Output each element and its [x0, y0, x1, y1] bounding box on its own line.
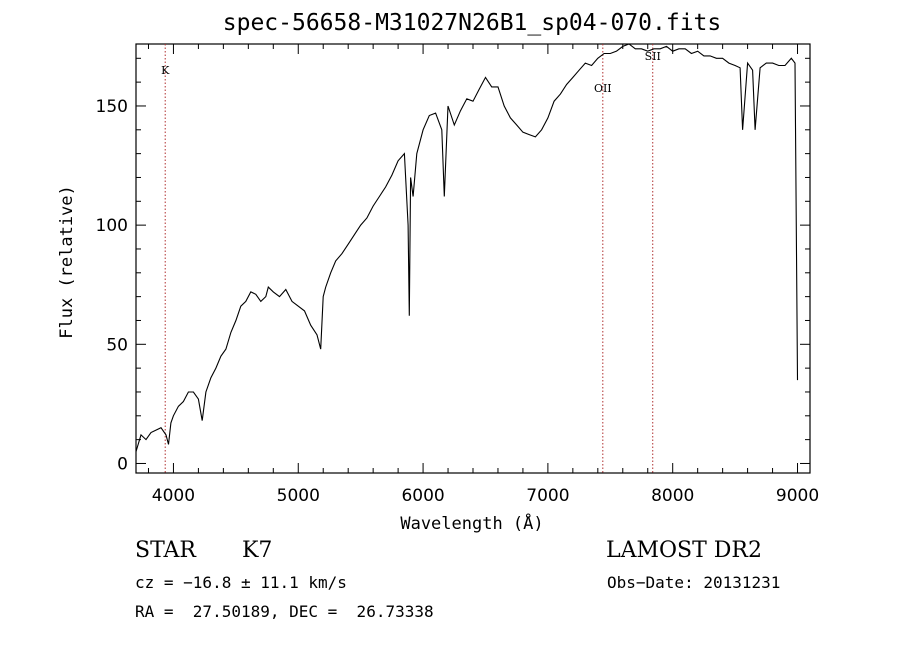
- y-tick-label: 100: [96, 216, 128, 236]
- spectrum-line: [135, 43, 799, 452]
- y-tick-label: 50: [106, 335, 128, 355]
- line-marker-label: OII: [594, 82, 612, 95]
- x-axis: 4000 5000 6000 7000 8000 9000: [147, 44, 819, 506]
- y-axis: 0 50 100 150: [96, 57, 810, 474]
- x-axis-label: Wavelength (Å): [400, 512, 543, 534]
- line-marker-label: K: [161, 64, 170, 77]
- object-class: STAR: [135, 538, 196, 563]
- coordinates-line: RA = 27.50189, DEC = 26.73338: [135, 602, 434, 621]
- plot-area: K OII SII: [135, 43, 811, 474]
- y-tick-label: 150: [96, 97, 128, 117]
- redshift-line: cz = −16.8 ± 11.1 km/s: [135, 573, 347, 592]
- x-tick-label: 6000: [401, 486, 444, 506]
- spectral-subclass: K7: [242, 538, 273, 563]
- x-tick-label: 8000: [651, 486, 694, 506]
- x-tick-label: 9000: [776, 486, 819, 506]
- plot-frame: [135, 43, 811, 474]
- line-marker-label: SII: [645, 50, 661, 63]
- x-tick-label: 7000: [526, 486, 569, 506]
- y-tick-label: 0: [117, 454, 128, 474]
- y-axis-label: Flux (relative): [57, 185, 77, 339]
- survey-name: LAMOST DR2: [606, 538, 762, 563]
- x-tick-label: 5000: [277, 486, 320, 506]
- line-markers: K OII SII: [161, 44, 661, 473]
- x-tick-label: 4000: [152, 486, 195, 506]
- chart-title: spec-56658-M31027N26B1_sp04-070.fits: [223, 10, 722, 36]
- obs-date-line: Obs−Date: 20131231: [607, 573, 781, 592]
